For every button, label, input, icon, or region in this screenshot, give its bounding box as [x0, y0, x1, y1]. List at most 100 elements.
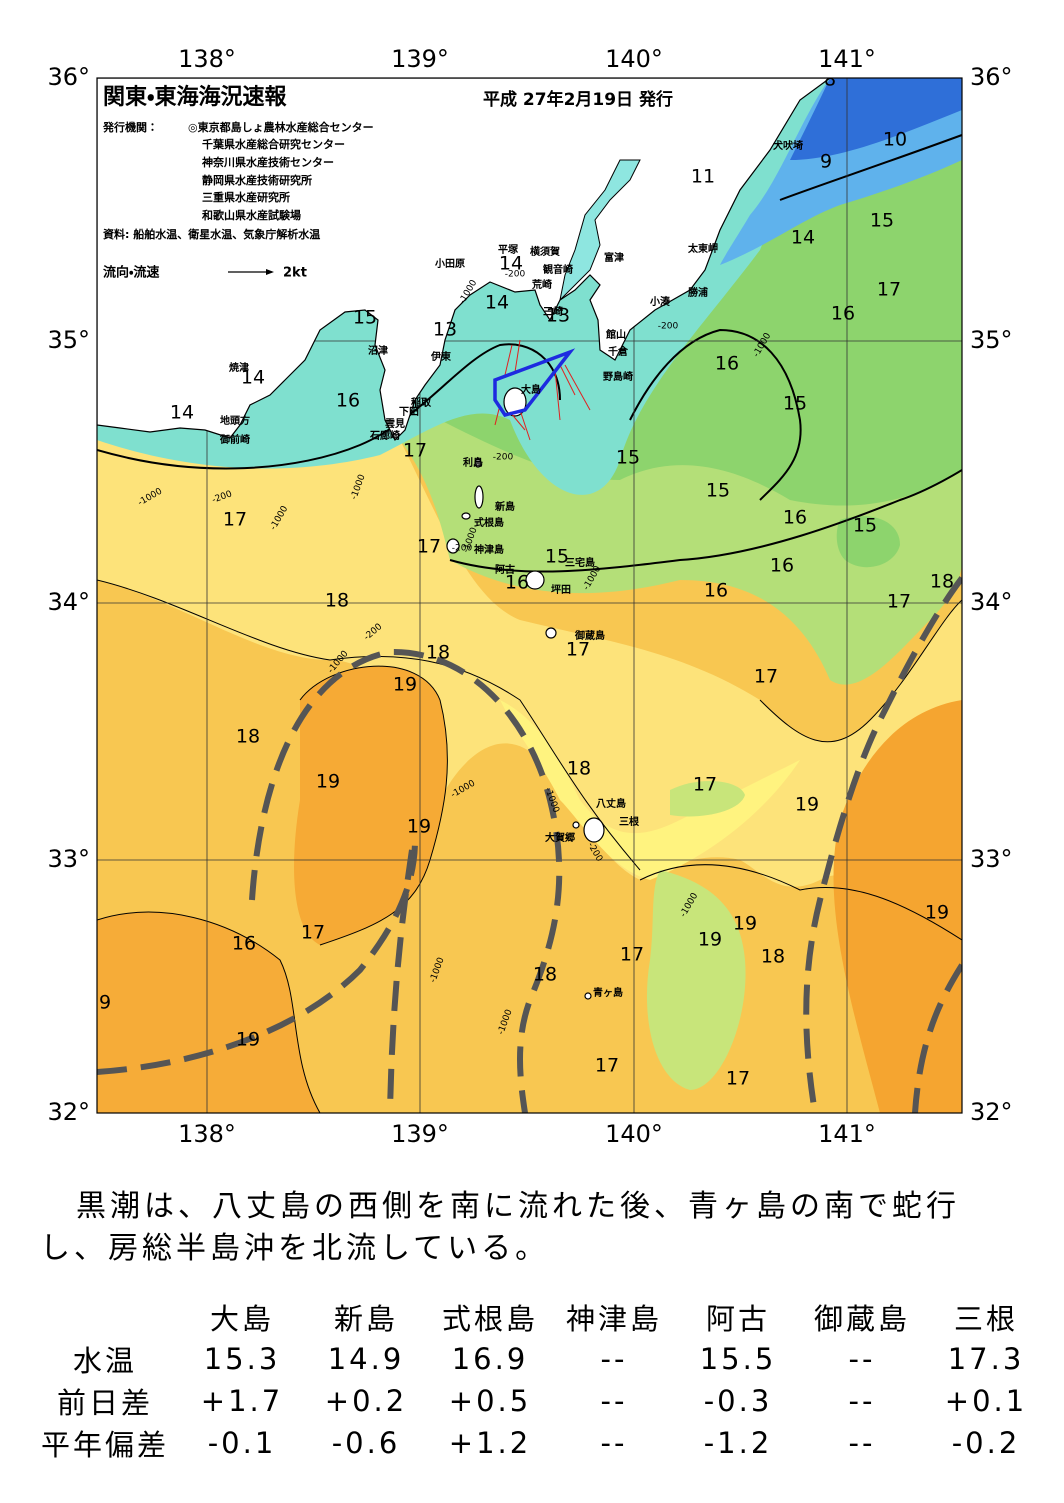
place-label: 観音崎 — [543, 263, 573, 276]
light-band — [500, 700, 800, 880]
cell: -0.6 — [331, 1426, 401, 1460]
title: 関東・東海海況速報 — [103, 84, 287, 110]
publisher: 三重県水産研究所 — [202, 190, 290, 204]
temperature-label: 14 — [241, 367, 265, 389]
temperature-label: 11 — [691, 166, 715, 188]
legend-label: 流向・流速 — [103, 265, 159, 281]
lon-label: 140° — [605, 45, 663, 73]
lat-label: 35° — [47, 326, 90, 354]
publisher: 静岡県水産技術研究所 — [202, 173, 312, 187]
temperature-label: 18 — [236, 726, 260, 748]
issue-date: 平成 27年2月19日 発行 — [483, 89, 673, 110]
observation-table: 大島 新島 式根島 神津島 阿古 御蔵島 三根 水温 15.3 14.9 16.9 -- 15.5 --… — [30, 1296, 1048, 1464]
cell: +0.5 — [448, 1384, 532, 1418]
temperature-label: 16 — [831, 303, 855, 325]
temperature-labels: 8 10 9 11 15 14 17 16 14 14 13 15 13 16 14 15 16 14 17 15 15… — [87, 69, 954, 1090]
temperature-label: 16 — [336, 390, 360, 412]
publisher: 神奈川県水産技術センター — [201, 155, 334, 169]
temperature-label: 15 — [783, 393, 807, 415]
place-label: 三崎 — [543, 305, 563, 318]
table-row: 平年偏差 -0.1 -0.6 +1.2 -- -1.2 -- -0.2 — [30, 1422, 1048, 1464]
temperature-label: 15 — [706, 480, 730, 502]
cool-eddy — [646, 870, 746, 1090]
column-header: 御蔵島 — [813, 1302, 910, 1336]
publisher-label: 発行機関： — [102, 120, 158, 134]
table-row: 前日差 +1.7 +0.2 +0.5 -- -0.3 -- +0.1 — [30, 1380, 1048, 1422]
temperature-label: 16 — [783, 507, 807, 529]
column-header: 大島 — [209, 1302, 274, 1336]
depth-label: -200 — [505, 270, 526, 280]
temperature-label: 15 — [545, 546, 569, 568]
temperature-label: 19 — [87, 992, 111, 1014]
place-label: 青ヶ島 — [593, 986, 623, 999]
temperature-label: 14 — [791, 227, 815, 249]
temperature-label: 19 — [236, 1029, 260, 1051]
place-label: 犬吠埼 — [773, 139, 803, 152]
lon-label: 141° — [818, 45, 876, 73]
lon-label: 140° — [605, 1120, 663, 1148]
cell: 14.9 — [327, 1342, 405, 1376]
lat-label: 33° — [47, 845, 90, 873]
place-label: 下田 — [399, 406, 419, 418]
place-label: 御蔵島 — [574, 629, 605, 642]
place-label: 平塚 — [498, 243, 519, 256]
lon-label: 139° — [391, 45, 449, 73]
column-header: 新島 — [333, 1302, 398, 1336]
temperature-label: 18 — [533, 964, 557, 986]
summary: 黒潮は、八丈島の西側を南に流れた後、青ヶ島の南で蛇行 し、房総半島沖を北流してい… — [40, 1186, 1040, 1270]
cool-eddy — [836, 516, 900, 568]
cell: 15.5 — [699, 1342, 777, 1376]
legend-arrowhead — [266, 269, 274, 275]
temperature-label: 17 — [223, 509, 247, 531]
lat-label: 35° — [970, 326, 1013, 354]
kuroshio-axis — [97, 576, 962, 1113]
temperature-label: 19 — [698, 929, 722, 951]
cell: -- — [848, 1384, 876, 1418]
column-header: 三根 — [953, 1302, 1018, 1336]
column-header: 阿古 — [705, 1302, 770, 1336]
depth-label: -200 — [452, 544, 473, 554]
temperature-label: 17 — [566, 639, 590, 661]
temperature-label: 17 — [726, 1068, 750, 1090]
row-label: 水温 — [72, 1344, 137, 1378]
cell: 17.3 — [947, 1342, 1025, 1376]
cell: +1.7 — [200, 1384, 284, 1418]
lon-label: 138° — [178, 45, 236, 73]
temperature-label: 17 — [301, 922, 325, 944]
place-label: 地頭方 — [220, 414, 250, 427]
place-label: 小湊 — [649, 295, 671, 308]
place-label: 神津島 — [473, 543, 504, 556]
place-label: 利島 — [463, 456, 483, 469]
place-label: 新島 — [494, 500, 515, 513]
cell: -0.3 — [703, 1384, 773, 1418]
temperature-label: 19 — [407, 816, 431, 838]
place-label: 野島崎 — [603, 370, 633, 383]
temperature-label: 17 — [417, 536, 441, 558]
place-label: 坪田 — [551, 583, 571, 596]
place-label: 石廊崎 — [369, 429, 400, 442]
temperature-label: 19 — [733, 913, 757, 935]
lon-label: 141° — [818, 1120, 876, 1148]
place-label: 三宅島 — [565, 556, 595, 569]
lat-label: 36° — [970, 63, 1013, 91]
lon-label: 138° — [178, 1120, 236, 1148]
depth-label: -200 — [493, 453, 514, 463]
temperature-label: 8 — [824, 69, 836, 91]
cell: -- — [848, 1426, 876, 1460]
temperature-label: 19 — [795, 794, 819, 816]
temperature-label: 16 — [704, 580, 728, 602]
place-label: 焼津 — [229, 361, 249, 374]
header: 関東・東海海況速報 平成 27年2月19日 発行 発行機関： ◎東京都島しょ農林… — [102, 84, 673, 281]
cell: -- — [848, 1342, 876, 1376]
lat-label: 36° — [47, 63, 90, 91]
table-body: 水温 15.3 14.9 16.9 -- 15.5 -- 17.3 前日差 +1.7 +0.2 +0.… — [30, 1338, 1048, 1464]
cold-core — [790, 78, 962, 160]
depth-label: -200 — [658, 322, 679, 332]
table-header: 大島 新島 式根島 神津島 阿古 御蔵島 三根 — [30, 1296, 1048, 1338]
lon-labels: 138° 138° 139° 139° 140° 140° 141° 141° — [178, 45, 876, 1148]
place-label: 八丈島 — [596, 797, 626, 810]
temperature-label: 16 — [232, 933, 256, 955]
temperature-label: 15 — [616, 447, 640, 469]
warm-core — [833, 700, 962, 1113]
